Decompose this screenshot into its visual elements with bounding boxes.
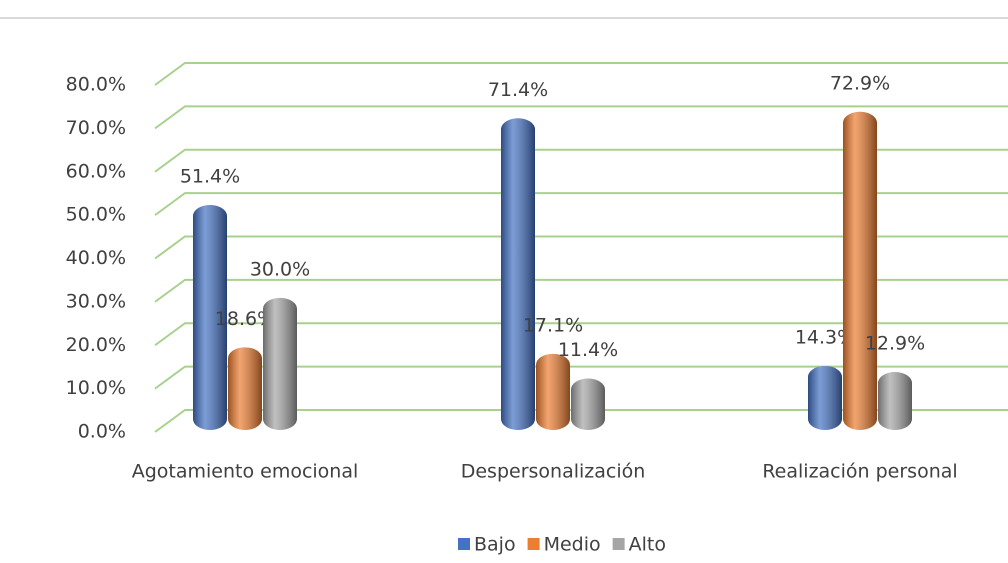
grid-line (154, 235, 1008, 260)
legend-swatch (458, 538, 470, 550)
grid-line (154, 409, 1008, 433)
data-label: 72.9% (830, 72, 890, 94)
grid-line (154, 148, 1008, 173)
x-tick-label: Despersonalización (461, 461, 646, 483)
x-tick-label: Realización personal (762, 461, 957, 483)
data-label: 18.6% (215, 308, 275, 330)
data-label: 12.9% (865, 333, 925, 355)
y-tick-label: 50.0% (66, 204, 126, 226)
grid-line (154, 192, 1008, 216)
y-tick-label: 20.0% (66, 334, 126, 356)
data-label: 11.4% (558, 339, 618, 361)
grid-line (154, 105, 1008, 130)
data-label: 30.0% (250, 258, 310, 280)
grid-line (154, 62, 1008, 86)
y-tick-label: 40.0% (66, 247, 126, 269)
legend-swatch (527, 538, 540, 550)
y-tick-label: 60.0% (66, 160, 126, 182)
legend-label: Bajo (474, 534, 516, 556)
y-tick-label: 10.0% (66, 377, 126, 399)
data-label: 71.4% (488, 79, 548, 101)
legend-label: Medio (544, 534, 601, 556)
grid-line (154, 365, 1008, 390)
grid-line (154, 322, 1008, 347)
grid-line (154, 278, 1008, 303)
y-tick-label: 80.0% (66, 74, 126, 96)
y-tick-label: 70.0% (66, 117, 126, 139)
data-label: 14.3% (795, 326, 855, 348)
data-label: 17.1% (523, 314, 583, 336)
legend-swatch (612, 538, 625, 550)
data-label: 51.4% (180, 166, 240, 188)
y-tick-label: 0.0% (78, 421, 126, 443)
x-tick-label: Agotamiento emocional (132, 461, 359, 483)
legend-label: Alto (629, 534, 666, 556)
y-tick-label: 30.0% (66, 290, 126, 312)
